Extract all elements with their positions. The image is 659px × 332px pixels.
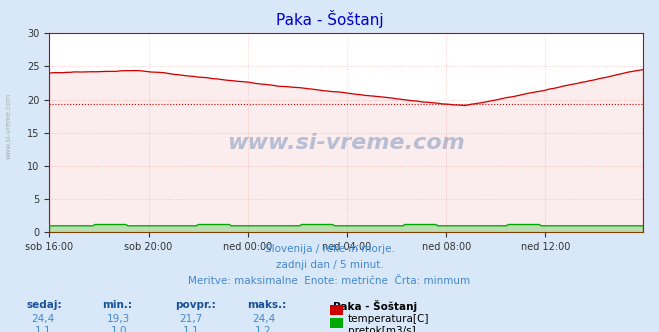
Text: 24,4: 24,4 [252, 314, 275, 324]
Text: 19,3: 19,3 [107, 314, 130, 324]
Text: zadnji dan / 5 minut.: zadnji dan / 5 minut. [275, 260, 384, 270]
Text: povpr.:: povpr.: [175, 300, 215, 310]
Text: 1,2: 1,2 [255, 326, 272, 332]
Text: 1,1: 1,1 [34, 326, 51, 332]
Text: 1,1: 1,1 [183, 326, 200, 332]
Text: 1,0: 1,0 [110, 326, 127, 332]
Text: www.si-vreme.com: www.si-vreme.com [5, 93, 11, 159]
Text: Slovenija / reke in morje.: Slovenija / reke in morje. [264, 244, 395, 254]
Text: sedaj:: sedaj: [26, 300, 62, 310]
Text: Meritve: maksimalne  Enote: metrične  Črta: minmum: Meritve: maksimalne Enote: metrične Črta… [188, 276, 471, 286]
Text: Paka - Šoštanj: Paka - Šoštanj [275, 10, 384, 28]
Text: pretok[m3/s]: pretok[m3/s] [348, 326, 416, 332]
Text: temperatura[C]: temperatura[C] [348, 314, 430, 324]
Text: Paka - Šoštanj: Paka - Šoštanj [333, 300, 417, 312]
Text: www.si-vreme.com: www.si-vreme.com [227, 133, 465, 153]
Text: 24,4: 24,4 [31, 314, 55, 324]
Text: min.:: min.: [102, 300, 132, 310]
Text: maks.:: maks.: [247, 300, 287, 310]
Text: 21,7: 21,7 [179, 314, 203, 324]
